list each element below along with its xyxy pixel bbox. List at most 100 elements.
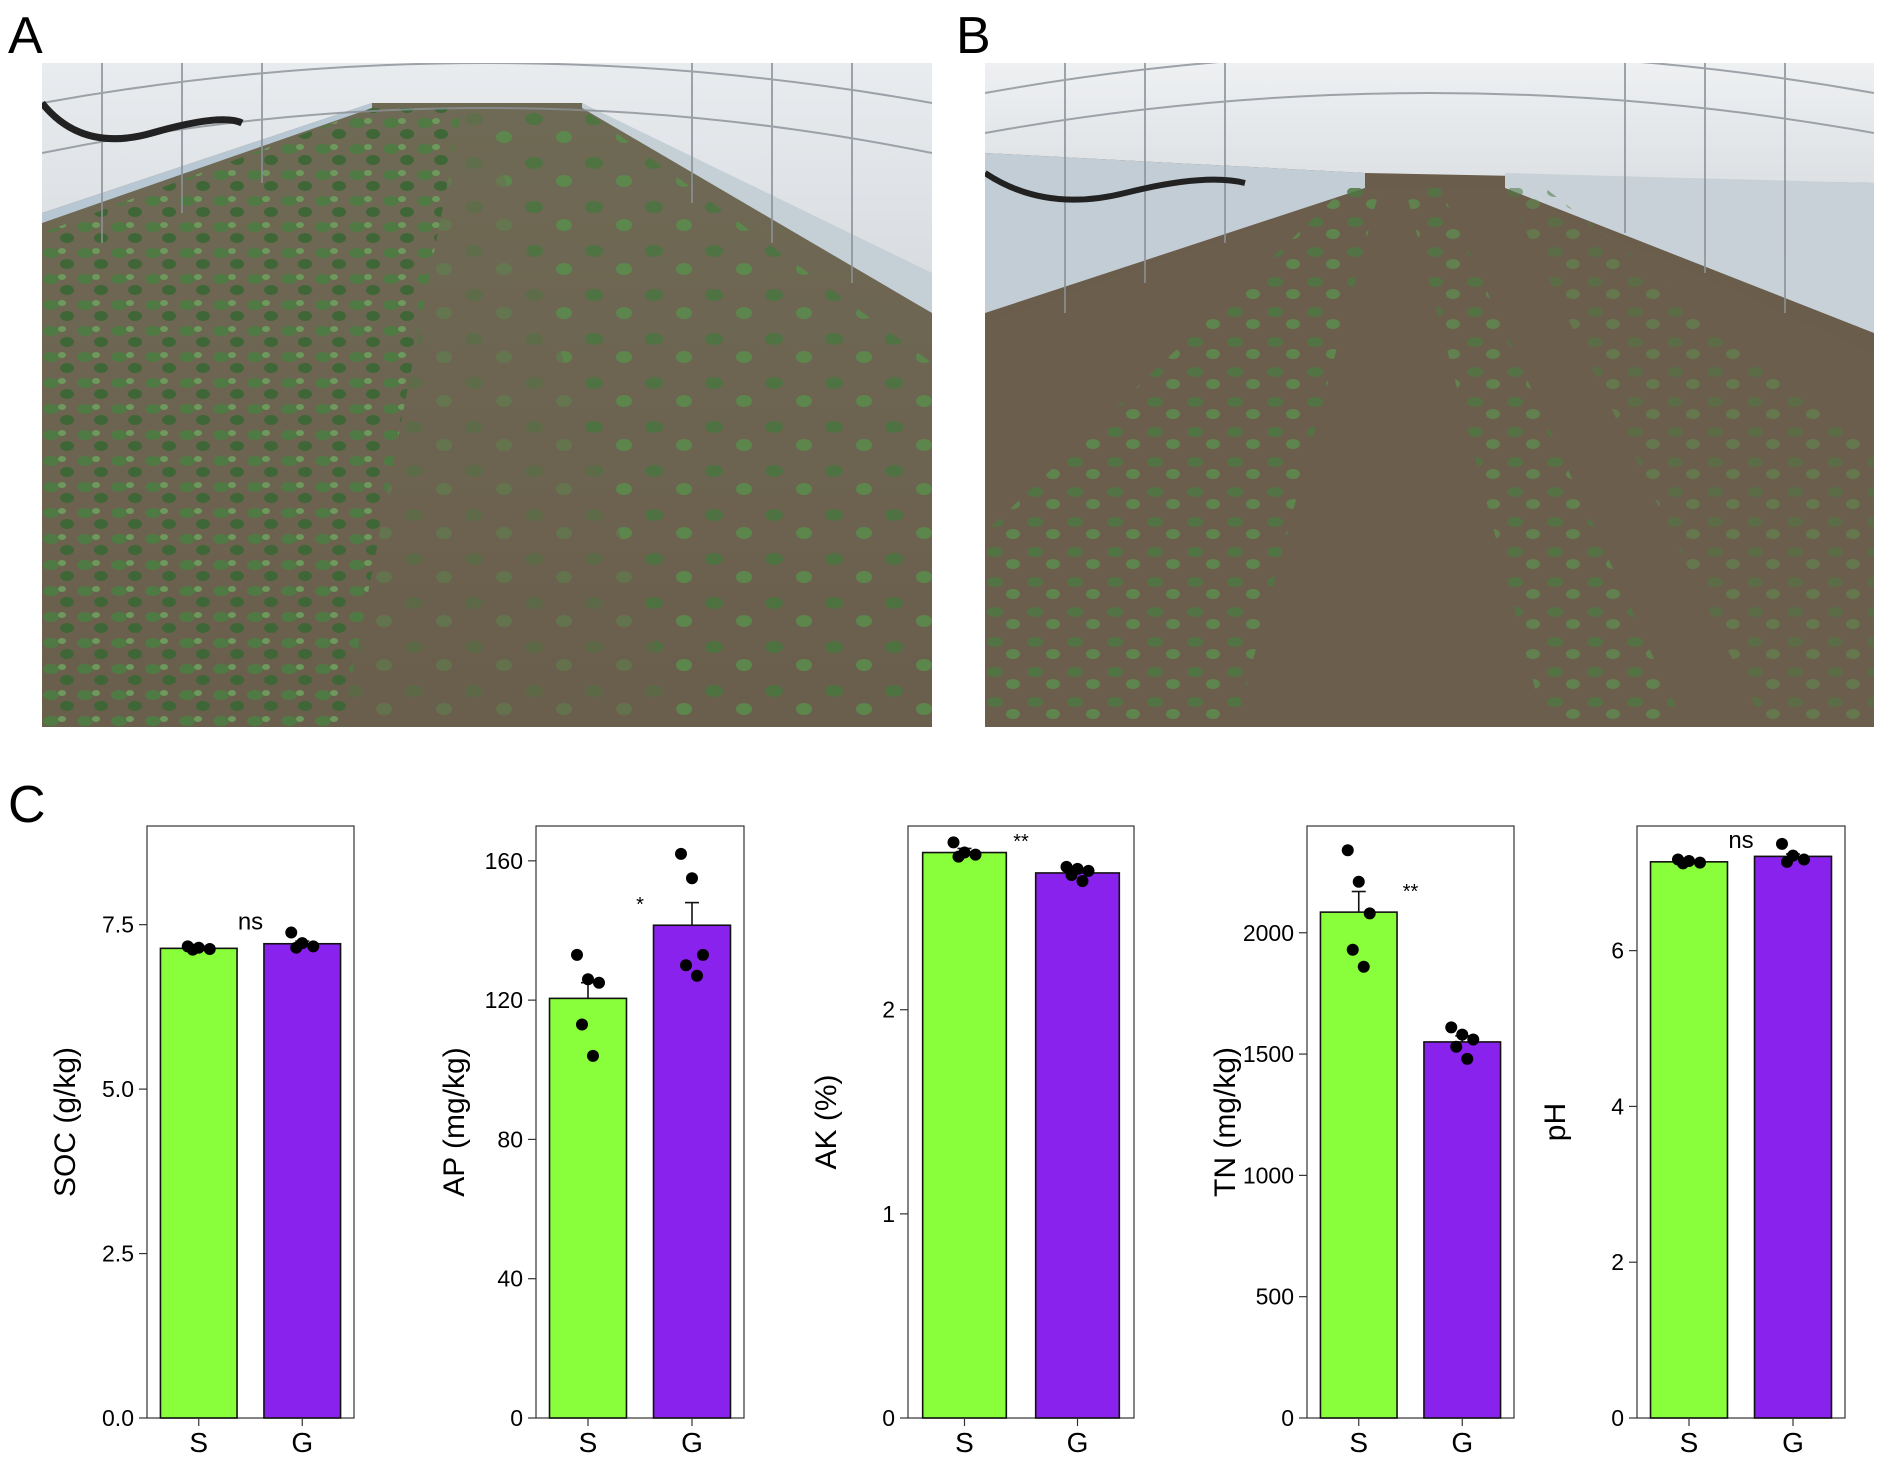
data-point [203, 943, 216, 956]
significance-label: ** [1403, 881, 1419, 903]
y-axis-label: TN (mg/kg) [1209, 1047, 1242, 1197]
x-tick-label: G [681, 1427, 703, 1457]
greenhouse-photo-sparse-rows-icon [985, 63, 1874, 727]
bar-S [921, 851, 1008, 1419]
data-point [947, 836, 960, 849]
y-tick-label: 2000 [1243, 920, 1294, 946]
data-point [576, 1018, 588, 1031]
significance-label: ** [1013, 831, 1029, 853]
y-tick-label: 120 [485, 987, 523, 1013]
data-point [1082, 864, 1095, 877]
y-tick-label: 1000 [1243, 1162, 1294, 1188]
bar-G [1753, 855, 1833, 1419]
data-point [1694, 856, 1706, 869]
data-point [1065, 868, 1078, 881]
data-point [691, 969, 703, 982]
data-point [1357, 960, 1370, 973]
data-point [1341, 844, 1354, 857]
bar-S [1649, 861, 1729, 1419]
y-tick-label: 1500 [1243, 1041, 1294, 1067]
y-tick-label: 1 [882, 1201, 895, 1227]
data-point [952, 850, 965, 863]
data-point [1352, 875, 1365, 888]
y-tick-label: 0 [1611, 1405, 1624, 1431]
bar-S [159, 947, 238, 1419]
x-tick-label: S [1680, 1427, 1699, 1457]
bar-G [652, 924, 732, 1419]
y-axis-label: pH [1539, 1103, 1572, 1141]
data-point [571, 948, 583, 961]
bar-G [1034, 872, 1121, 1419]
data-point [307, 940, 320, 953]
data-point [1781, 855, 1793, 868]
x-tick-label: G [1067, 1427, 1089, 1457]
y-tick-label: 500 [1256, 1284, 1294, 1310]
y-axis-label: AP (mg/kg) [438, 1047, 471, 1197]
y-tick-label: 0 [1281, 1405, 1294, 1431]
chart-4-frame [1306, 825, 1515, 1419]
data-point [1776, 837, 1788, 850]
data-point [587, 1049, 599, 1062]
data-point [1076, 875, 1089, 888]
panel-label-a: A [8, 7, 43, 65]
data-point [1456, 1028, 1469, 1041]
y-tick-label: 2 [882, 997, 895, 1023]
panel-label-b: B [956, 7, 991, 65]
data-point [1798, 853, 1810, 866]
bar-S [548, 997, 628, 1419]
data-point [1461, 1052, 1474, 1065]
y-tick-label: 2.5 [102, 1241, 134, 1267]
significance-label: ns [238, 909, 263, 936]
y-tick-label: 2 [1611, 1249, 1624, 1275]
data-point [582, 973, 594, 986]
y-tick-label: 7.5 [102, 912, 134, 938]
greenhouse-photo-dense-seedlings-icon [42, 63, 932, 727]
data-point [1346, 943, 1359, 956]
x-tick-label: G [291, 1427, 313, 1457]
greenhouse-photo-a [42, 63, 932, 727]
data-point [1450, 1040, 1463, 1053]
y-tick-label: 160 [485, 848, 523, 874]
y-axis-label: AK (%) [810, 1074, 843, 1169]
data-point [697, 948, 709, 961]
data-point [1445, 1021, 1458, 1034]
data-point [680, 959, 692, 972]
y-tick-label: 40 [497, 1266, 523, 1292]
data-point [186, 943, 199, 956]
chart-1-frame [146, 825, 355, 1419]
bar-S [1319, 911, 1398, 1419]
panel-label-c: C [8, 776, 46, 834]
significance-label: ns [1728, 827, 1753, 854]
y-tick-label: 4 [1611, 1093, 1624, 1119]
x-tick-label: G [1451, 1427, 1473, 1457]
chart-3-frame [907, 825, 1135, 1419]
data-point [675, 847, 687, 860]
x-tick-label: S [579, 1427, 598, 1457]
data-point [969, 848, 982, 861]
data-point [290, 941, 303, 954]
x-tick-label: S [955, 1427, 974, 1457]
x-tick-label: S [1349, 1427, 1368, 1457]
data-point [593, 976, 605, 989]
significance-label: * [636, 894, 644, 916]
y-tick-label: 6 [1611, 938, 1624, 964]
y-tick-label: 0.0 [102, 1405, 134, 1431]
bar-G [1423, 1041, 1502, 1419]
data-point [1363, 907, 1376, 920]
x-tick-label: G [1782, 1427, 1804, 1457]
chart-5-frame [1636, 825, 1846, 1419]
data-point [285, 926, 298, 939]
y-tick-label: 0 [510, 1405, 523, 1431]
y-tick-label: 5.0 [102, 1076, 134, 1102]
y-axis-label: SOC (g/kg) [49, 1047, 82, 1197]
x-tick-label: S [189, 1427, 208, 1457]
chart-2-frame [535, 825, 745, 1419]
data-point [1467, 1033, 1480, 1046]
bar-G [263, 942, 342, 1419]
y-tick-label: 80 [497, 1126, 523, 1152]
y-tick-label: 0 [882, 1405, 895, 1431]
greenhouse-photo-b [985, 63, 1874, 727]
data-point [1677, 857, 1689, 870]
data-point [686, 872, 698, 885]
